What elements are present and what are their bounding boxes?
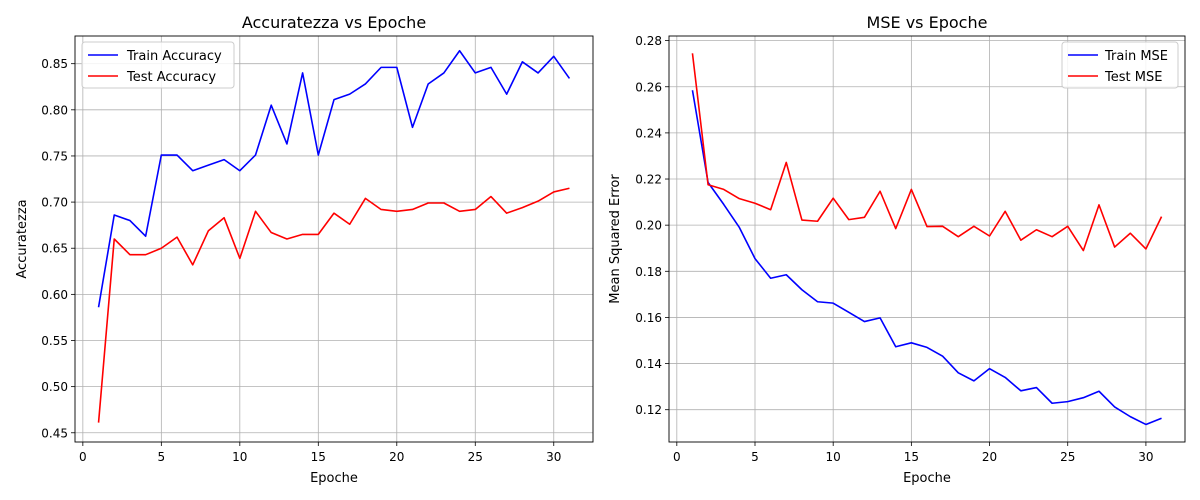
x-axis-label: Epoche (310, 471, 358, 486)
ticks: 0 5 10 15 20 25 30 0.45 0.50 0.55 0.60 0.65 0.70 0.75… (41, 57, 561, 464)
chart-title: Accuratezza vs Epoche (242, 13, 426, 32)
x-tick-label: 30 (1138, 450, 1153, 464)
legend: Train MSE Test MSE (1061, 41, 1179, 89)
x-tick-label: 5 (158, 450, 166, 464)
legend-label-train-mse: Train MSE (1104, 49, 1168, 64)
y-tick-label: 0.75 (41, 149, 68, 163)
x-tick-label: 5 (751, 450, 759, 464)
legend: Train Accuracy Test Accuracy (81, 41, 235, 89)
legend-label-train-accuracy: Train Accuracy (126, 49, 222, 64)
x-tick-label: 20 (982, 450, 997, 464)
y-axis-label: Accuratezza (15, 199, 30, 278)
x-tick-label: 15 (311, 450, 326, 464)
y-tick-label: 0.45 (41, 426, 68, 440)
legend-frame (81, 41, 235, 89)
y-tick-label: 0.18 (635, 265, 662, 279)
y-tick-label: 0.26 (635, 80, 662, 94)
x-tick-label: 30 (546, 450, 561, 464)
y-tick-label: 0.60 (41, 288, 68, 302)
x-tick-label: 25 (468, 450, 483, 464)
y-tick-label: 0.12 (635, 403, 662, 417)
plot-lines (691, 53, 1163, 426)
legend-label-test-mse: Test MSE (1104, 70, 1162, 85)
x-tick-label: 0 (673, 450, 681, 464)
y-tick-label: 0.28 (635, 34, 662, 48)
grid (75, 36, 593, 442)
plot-area-frame (74, 35, 594, 443)
y-tick-label: 0.20 (635, 219, 662, 233)
x-axis-label: Epoche (903, 471, 951, 486)
y-tick-label: 0.50 (41, 380, 68, 394)
chart-title: MSE vs Epoche (867, 13, 988, 32)
plot-area-frame (668, 35, 1186, 443)
y-tick-label: 0.24 (635, 126, 662, 140)
x-tick-label: 15 (904, 450, 919, 464)
ticks: 0 5 10 15 20 25 30 0.12 0.14 0.16 0.18 0.20 0.22 0.24… (635, 34, 1153, 464)
x-tick-label: 10 (826, 450, 841, 464)
series-line-train-accuracy (97, 49, 571, 308)
legend-label-test-accuracy: Test Accuracy (126, 70, 216, 85)
series-line-test-accuracy (97, 187, 570, 423)
x-tick-label: 0 (79, 450, 87, 464)
x-tick-label: 20 (389, 450, 404, 464)
x-tick-label: 10 (232, 450, 247, 464)
y-tick-label: 0.16 (635, 311, 662, 325)
y-tick-label: 0.14 (635, 357, 662, 371)
y-tick-label: 0.65 (41, 242, 68, 256)
y-tick-label: 0.85 (41, 57, 68, 71)
series-line-test-mse (691, 53, 1163, 252)
y-tick-label: 0.70 (41, 196, 68, 210)
y-axis-label: Mean Squared Error (608, 174, 623, 304)
y-tick-label: 0.80 (41, 103, 68, 117)
y-tick-label: 0.22 (635, 173, 662, 187)
plot-lines (97, 49, 571, 423)
mse-chart: MSE vs Epoche 0 5 10 15 20 25 30 0.12 0.14 0.16 0.… (608, 13, 1186, 486)
y-tick-label: 0.55 (41, 334, 68, 348)
accuracy-chart: Accuratezza vs Epoche 0 5 10 15 20 25 30 0.45 0.… (15, 13, 594, 486)
series-line-train-mse (691, 90, 1162, 426)
x-tick-label: 25 (1060, 450, 1075, 464)
